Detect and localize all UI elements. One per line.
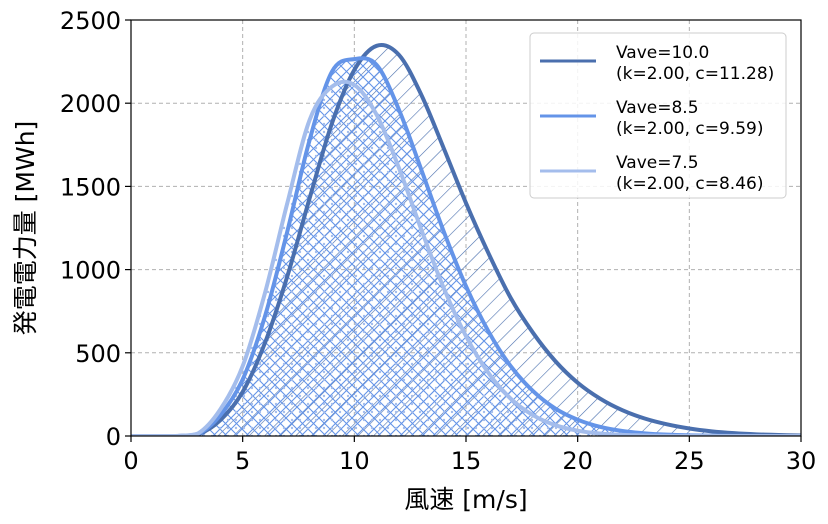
y-axis-ticks: 0 500 1000 1500 2000 2500: [60, 7, 131, 451]
series-area-3: [131, 81, 801, 436]
x-axis-ticks: 0 5 10 15 20 25 30: [123, 436, 816, 475]
y-tick-label: 2000: [60, 90, 121, 118]
y-tick-label: 2500: [60, 7, 121, 35]
y-tick-label: 1000: [60, 257, 121, 285]
y-tick-label: 500: [75, 340, 121, 368]
legend: Vave=10.0(k=2.00, c=11.28)Vave=8.5(k=2.0…: [529, 32, 787, 199]
legend-label-2: Vave=8.5: [616, 98, 699, 118]
y-tick-label: 0: [106, 423, 121, 451]
legend-box: [529, 32, 787, 199]
x-tick-label: 0: [123, 447, 138, 475]
x-tick-label: 30: [786, 447, 817, 475]
legend-params-2: (k=2.00, c=9.59): [616, 119, 763, 139]
legend-label-1: Vave=10.0: [616, 43, 709, 63]
x-axis-title: 風速 [m/s]: [404, 485, 527, 514]
area-fills: [131, 45, 801, 436]
y-axis-title: 発電電力量 [MWh]: [11, 121, 40, 336]
x-tick-label: 20: [562, 447, 593, 475]
x-tick-label: 15: [451, 447, 482, 475]
legend-label-3: Vave=7.5: [616, 153, 699, 173]
x-tick-label: 5: [235, 447, 250, 475]
legend-params-3: (k=2.00, c=8.46): [616, 174, 763, 194]
x-tick-label: 10: [339, 447, 370, 475]
legend-params-1: (k=2.00, c=11.28): [616, 64, 774, 84]
x-tick-label: 25: [674, 447, 705, 475]
series-line-1: [131, 43, 801, 436]
y-tick-label: 1500: [60, 173, 121, 201]
